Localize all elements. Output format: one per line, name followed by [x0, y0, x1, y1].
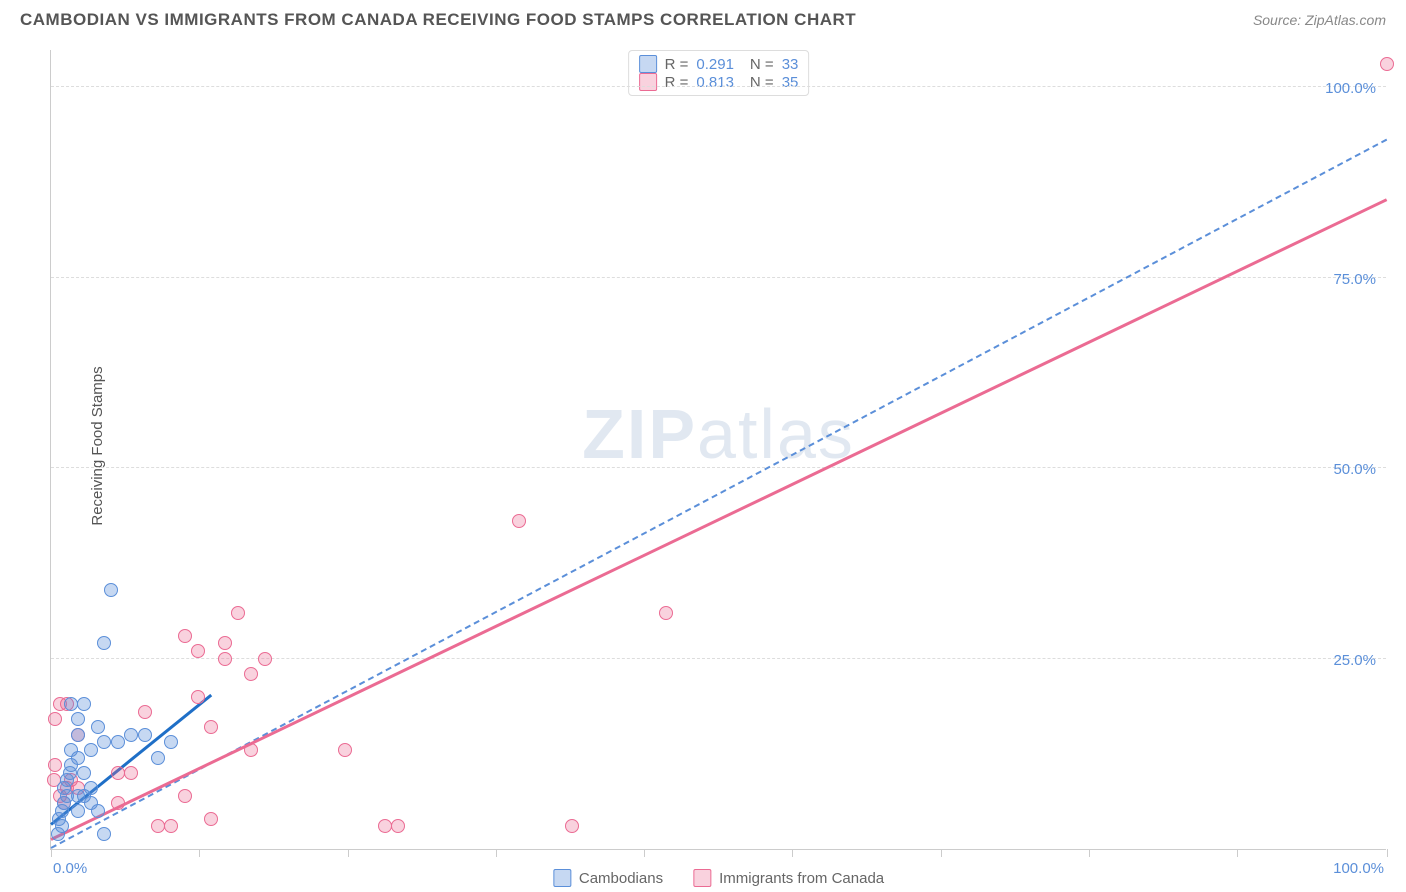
n-label: N =	[750, 74, 774, 91]
point-blue	[71, 751, 85, 765]
point-pink	[138, 705, 152, 719]
point-pink	[512, 514, 526, 528]
point-blue	[77, 766, 91, 780]
point-blue	[97, 827, 111, 841]
point-blue	[104, 583, 118, 597]
gridline	[51, 658, 1386, 659]
point-pink	[151, 819, 165, 833]
legend-swatch	[639, 55, 657, 73]
point-pink	[659, 606, 673, 620]
gridline	[51, 277, 1386, 278]
point-pink	[111, 766, 125, 780]
gridline	[51, 467, 1386, 468]
legend-swatch	[639, 73, 657, 91]
point-blue	[55, 819, 69, 833]
point-pink	[124, 766, 138, 780]
x-tick	[199, 849, 200, 857]
point-pink	[204, 812, 218, 826]
watermark: ZIPatlas	[582, 394, 855, 474]
x-tick	[941, 849, 942, 857]
n-value: 33	[782, 56, 799, 73]
legend-stats: R = 0.291 N = 33 R = 0.813 N = 35	[628, 50, 810, 96]
x-tick	[51, 849, 52, 857]
point-pink	[48, 712, 62, 726]
y-tick-label: 75.0%	[1333, 271, 1376, 288]
x-tick	[348, 849, 349, 857]
x-tick-label: 0.0%	[53, 860, 87, 877]
point-blue	[77, 697, 91, 711]
point-pink	[231, 606, 245, 620]
point-pink	[164, 819, 178, 833]
r-value: 0.813	[696, 74, 734, 91]
point-pink	[244, 667, 258, 681]
x-tick	[1089, 849, 1090, 857]
chart-plot-area: ZIPatlas R =0.291N =33R =0.813N =35 Camb…	[50, 50, 1386, 850]
point-blue	[97, 735, 111, 749]
point-pink	[218, 652, 232, 666]
point-pink	[1380, 57, 1394, 71]
x-tick	[644, 849, 645, 857]
x-tick	[1237, 849, 1238, 857]
point-blue	[97, 636, 111, 650]
point-pink	[204, 720, 218, 734]
point-pink	[178, 629, 192, 643]
x-tick	[496, 849, 497, 857]
point-pink	[218, 636, 232, 650]
chart-title: CAMBODIAN VS IMMIGRANTS FROM CANADA RECE…	[20, 10, 856, 30]
point-pink	[191, 690, 205, 704]
legend-stat-row: R = 0.291 N = 33	[639, 55, 799, 73]
point-pink	[244, 743, 258, 757]
point-blue	[71, 728, 85, 742]
legend-stat-row: R = 0.813 N = 35	[639, 73, 799, 91]
n-label: N =	[750, 56, 774, 73]
point-pink	[178, 789, 192, 803]
legend-series-item: Cambodians	[553, 869, 663, 887]
point-blue	[91, 720, 105, 734]
y-tick-label: 25.0%	[1333, 652, 1376, 669]
legend-series-label: Cambodians	[579, 870, 663, 887]
y-tick-label: 50.0%	[1333, 461, 1376, 478]
point-pink	[565, 819, 579, 833]
x-tick	[1387, 849, 1388, 857]
point-pink	[111, 796, 125, 810]
point-pink	[48, 758, 62, 772]
x-tick-label: 100.0%	[1333, 860, 1384, 877]
legend-swatch	[693, 869, 711, 887]
legend-series-item: Immigrants from Canada	[693, 869, 884, 887]
point-blue	[124, 728, 138, 742]
point-pink	[338, 743, 352, 757]
point-blue	[151, 751, 165, 765]
x-tick	[792, 849, 793, 857]
point-blue	[84, 743, 98, 757]
point-blue	[111, 735, 125, 749]
r-label: R =	[665, 56, 689, 73]
point-pink	[258, 652, 272, 666]
n-value: 35	[782, 74, 799, 91]
y-tick-label: 100.0%	[1325, 80, 1376, 97]
legend-series: Cambodians Immigrants from Canada	[553, 869, 884, 887]
point-pink	[391, 819, 405, 833]
point-blue	[91, 804, 105, 818]
source-label: Source: ZipAtlas.com	[1253, 12, 1386, 28]
point-blue	[164, 735, 178, 749]
r-label: R =	[665, 74, 689, 91]
point-blue	[138, 728, 152, 742]
point-blue	[71, 712, 85, 726]
gridline	[51, 86, 1386, 87]
legend-swatch	[553, 869, 571, 887]
point-pink	[191, 644, 205, 658]
point-blue	[64, 697, 78, 711]
r-value: 0.291	[696, 56, 734, 73]
point-blue	[84, 781, 98, 795]
legend-series-label: Immigrants from Canada	[719, 870, 884, 887]
point-blue	[71, 804, 85, 818]
point-pink	[378, 819, 392, 833]
